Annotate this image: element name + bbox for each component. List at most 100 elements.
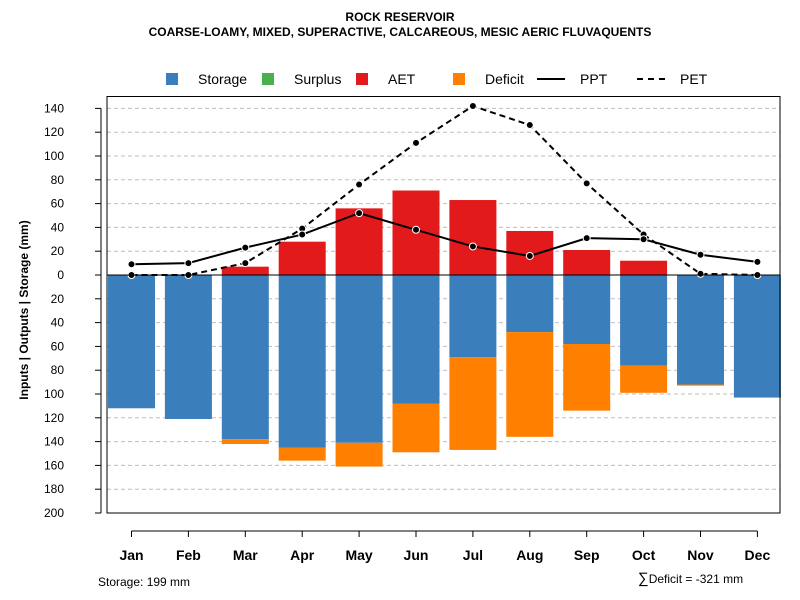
pet-point [241,259,250,268]
ppt-line [131,212,758,266]
legend: Storage Surplus AET Deficit PPT PET [166,71,708,87]
y-tick-label: 100 [44,149,64,163]
x-tick-label-jun: Jun [404,547,429,563]
bar-storage-mar [221,275,269,440]
bar-deficit-mar [221,439,269,444]
y-tick-label: 160 [44,458,64,472]
bar-storage-aug [506,275,554,333]
pet-point [468,102,477,111]
bar-deficit-oct [620,365,668,393]
ppt-point [298,230,307,239]
x-tick-label-mar: Mar [233,547,258,563]
bar-storage-oct [620,275,668,366]
y-tick-label: 20 [51,244,65,258]
x-tick-label-jan: Jan [119,547,143,563]
pet-point [525,121,534,130]
bar-storage-feb [164,275,212,419]
plot-frame [106,96,781,514]
ppt-point [582,234,591,243]
bar-storage-nov [677,275,724,385]
y-axis-label: Inputs | Outputs | Storage (mm) [17,220,31,399]
ppt-point [696,250,705,259]
x-tick-label-apr: Apr [290,547,315,563]
bar-aet-sep [563,250,611,275]
legend-label-aet: AET [388,71,416,87]
bars [108,190,781,467]
y-tick-label: 80 [51,173,65,187]
bar-deficit-jun [392,403,440,453]
lines [127,102,762,279]
y-tick-label: 60 [51,339,65,353]
y-tick-label: 180 [44,482,64,496]
pet-line [131,104,758,276]
y-tick-label: 20 [51,292,65,306]
legend-label-pet: PET [680,71,708,87]
x-tick-label-may: May [345,547,372,563]
bar-storage-apr [278,275,326,448]
bar-deficit-nov [677,384,724,386]
y-tick-label: 0 [57,268,64,282]
x-tick-label-oct: Oct [632,547,656,563]
y-tick-label: 40 [51,220,65,234]
bar-aet-jul [449,200,497,275]
bar-storage-sep [563,275,611,345]
bar-deficit-apr [278,447,326,461]
legend-label-storage: Storage [198,71,247,87]
y-tick-label: 80 [51,363,65,377]
ppt-point [525,251,534,260]
chart-subtitle: COARSE-LOAMY, MIXED, SUPERACTIVE, CALCAR… [148,25,652,39]
storage-note: Storage: 199 mm [98,575,191,589]
pet-point [355,180,364,189]
bar-aet-mar [221,266,269,275]
bar-storage-dec [733,275,781,398]
bar-storage-jun [392,275,440,404]
legend-swatch-deficit [453,73,465,85]
bar-deficit-sep [563,344,611,411]
sigma-symbol: ∑ [638,570,649,587]
legend-swatch-storage [166,73,178,85]
x-tick-label-dec: Dec [745,547,771,563]
y-tick-label: 40 [51,316,65,330]
legend-label-surplus: Surplus [294,71,341,87]
pet-point [696,269,705,278]
legend-swatch-aet [356,73,368,85]
y-tick-label: 100 [44,387,64,401]
deficit-text: Deficit = -321 mm [648,572,744,586]
pet-point [582,179,591,188]
x-tick-label-aug: Aug [516,547,543,563]
bar-aet-oct [620,260,668,275]
ppt-point [241,243,250,252]
bar-storage-may [335,275,383,443]
x-tick-label-sep: Sep [574,547,600,563]
y-tick-label: 60 [51,197,65,211]
x-tick-label-nov: Nov [687,547,714,563]
bar-deficit-jul [449,357,497,450]
ppt-point [468,242,477,251]
pet-point [412,138,420,147]
ppt-point [412,225,420,234]
y-tick-label: 120 [44,411,64,425]
deficit-note: ∑Deficit = -321 mm [638,570,743,587]
bar-deficit-aug [506,332,554,437]
y-tick-label: 140 [44,435,64,449]
ppt-point [184,259,193,268]
legend-label-ppt: PPT [580,71,608,87]
legend-swatch-surplus [262,73,274,85]
chart-title: ROCK RESERVOIR [345,10,455,24]
x-tick-label-jul: Jul [463,547,483,563]
legend-label-deficit: Deficit [485,71,524,87]
ppt-point [355,209,364,218]
bar-aet-apr [278,241,326,275]
axes: 1401201008060402002040608010012014016018… [44,96,781,563]
bar-storage-jan [108,275,155,409]
ppt-point [753,257,762,266]
y-tick-label: 200 [44,506,64,520]
x-tick-label-feb: Feb [176,547,201,563]
bar-deficit-may [335,442,383,467]
bar-storage-jul [449,275,497,358]
y-tick-label: 120 [44,125,64,139]
ppt-point [127,260,136,269]
y-tick-label: 140 [44,101,64,115]
ppt-point [639,235,648,244]
